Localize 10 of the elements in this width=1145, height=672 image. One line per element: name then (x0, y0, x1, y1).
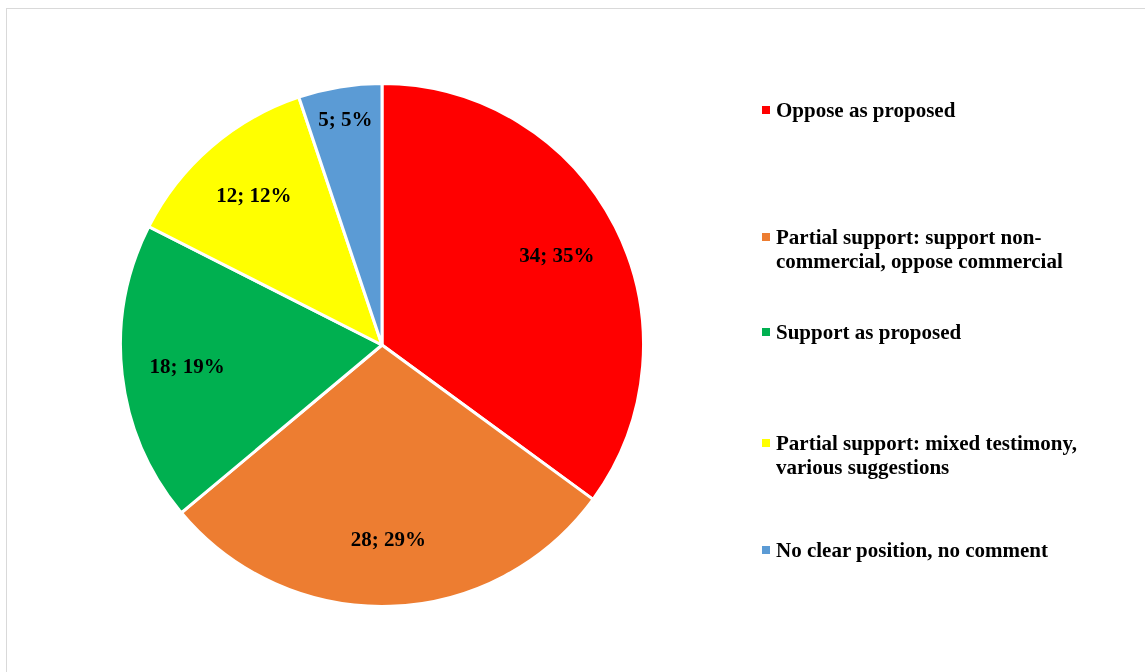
data-label: 34; 35% (519, 242, 595, 267)
legend-label: Support as proposed (776, 320, 962, 344)
data-label: 12; 12% (216, 183, 292, 208)
data-label: 18; 19% (149, 353, 225, 378)
data-label: 28; 29% (350, 527, 426, 552)
legend-label: No clear position, no comment (776, 538, 1049, 562)
legend-label: Partial support: support non-commercial, oppose commercial (776, 225, 1064, 273)
legend-label: Oppose as proposed (776, 98, 956, 122)
data-label: 5; 5% (318, 106, 373, 131)
legend-label: Partial support: mixed testimony, various suggestions (776, 431, 1078, 479)
